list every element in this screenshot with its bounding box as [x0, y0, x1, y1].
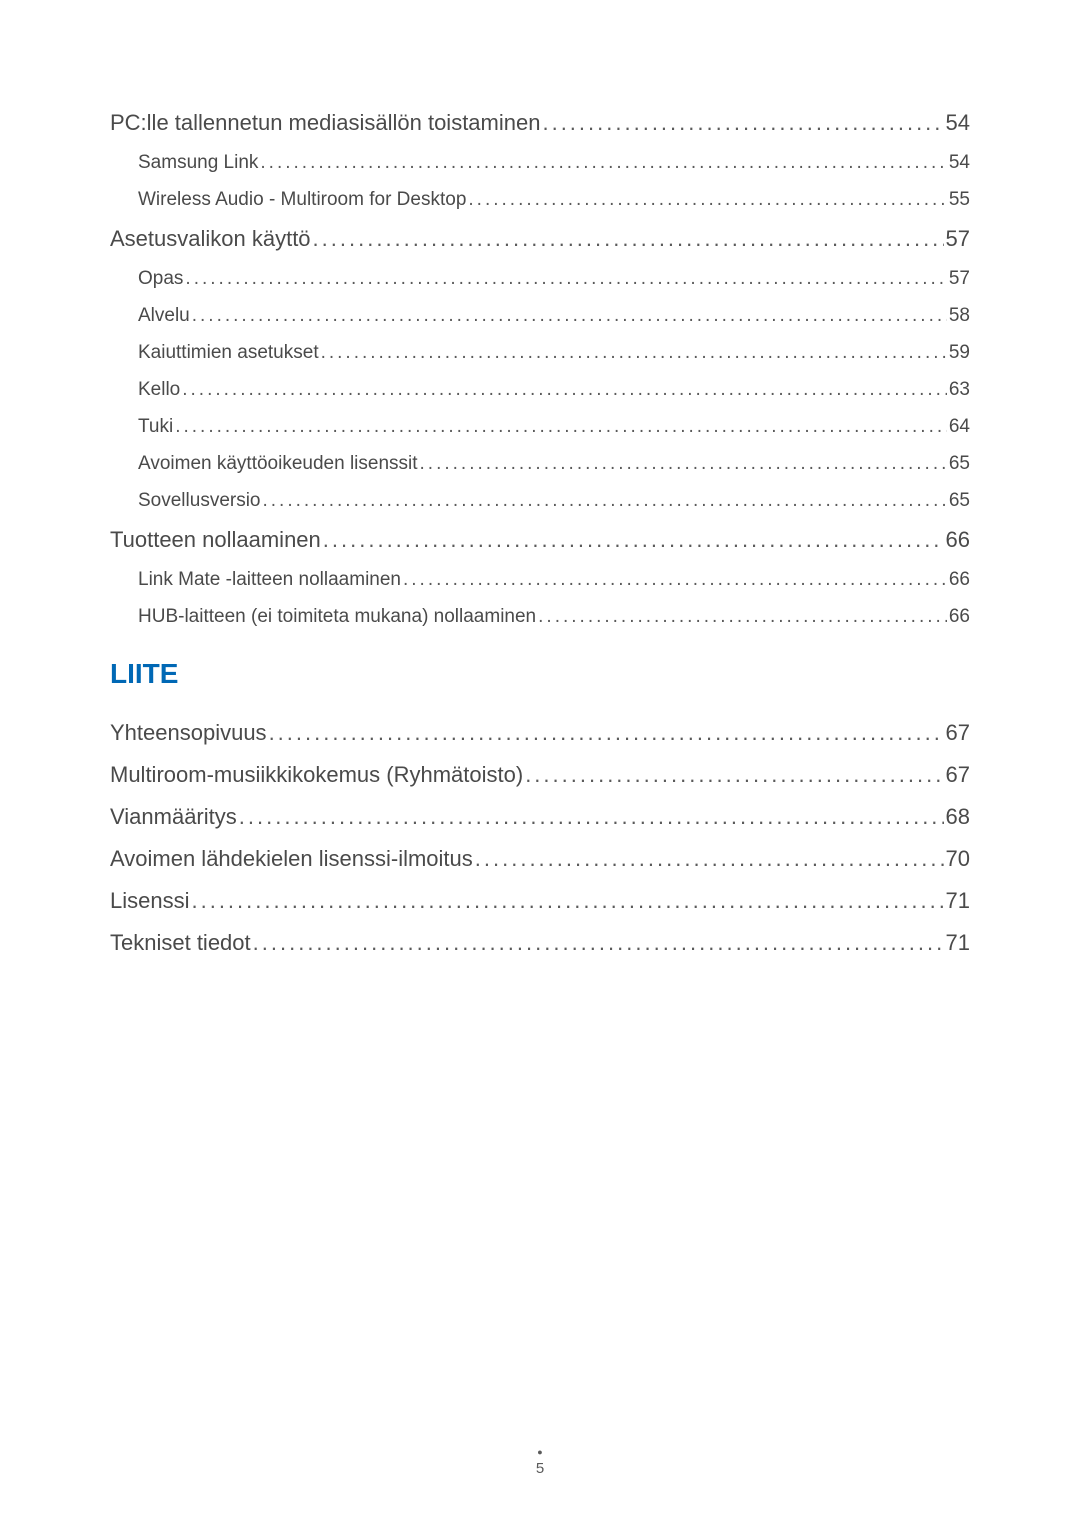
toc-leader-dots — [253, 930, 944, 956]
toc-leader-dots — [260, 152, 946, 174]
toc-section-1: PC:lle tallennetun mediasisällön toistam… — [110, 110, 970, 628]
toc-entry[interactable]: Multiroom-musiikkikokemus (Ryhmätoisto) 6… — [110, 762, 970, 788]
toc-leader-dots — [192, 305, 947, 327]
toc-entry[interactable]: Tekniset tiedot 71 — [110, 930, 970, 956]
toc-leader-dots — [542, 110, 943, 136]
toc-entry[interactable]: HUB-laitteen (ei toimiteta mukana) nolla… — [110, 606, 970, 628]
toc-entry-page: 67 — [946, 762, 970, 788]
toc-entry-page: 54 — [946, 110, 970, 136]
toc-entry-page: 64 — [949, 416, 970, 438]
toc-entry[interactable]: Kello 63 — [110, 379, 970, 401]
toc-entry[interactable]: Avoimen lähdekielen lisenssi-ilmoitus 70 — [110, 846, 970, 872]
toc-leader-dots — [525, 762, 943, 788]
toc-entry-label: Vianmääritys — [110, 804, 237, 830]
toc-entry[interactable]: Tuotteen nollaaminen 66 — [110, 527, 970, 553]
toc-entry-label: Link Mate -laitteen nollaaminen — [138, 569, 401, 591]
toc-leader-dots — [403, 569, 947, 591]
toc-leader-dots — [185, 268, 946, 290]
toc-entry[interactable]: Yhteensopivuus 67 — [110, 720, 970, 746]
toc-entry-page: 71 — [946, 930, 970, 956]
toc-entry-page: 71 — [946, 888, 970, 914]
toc-entry-page: 70 — [946, 846, 970, 872]
toc-entry-page: 66 — [949, 569, 970, 591]
page-number-dot: ● — [536, 1448, 544, 1457]
toc-entry-page: 63 — [949, 379, 970, 401]
toc-entry[interactable]: Lisenssi 71 — [110, 888, 970, 914]
toc-entry-label: Asetusvalikon käyttö — [110, 226, 311, 252]
toc-entry-label: Multiroom-musiikkikokemus (Ryhmätoisto) — [110, 762, 523, 788]
toc-entry[interactable]: Asetusvalikon käyttö 57 — [110, 226, 970, 252]
toc-leader-dots — [468, 189, 946, 211]
toc-leader-dots — [191, 888, 943, 914]
toc-entry-label: Avoimen käyttöoikeuden lisenssit — [138, 453, 418, 475]
toc-entry-label: Avoimen lähdekielen lisenssi-ilmoitus — [110, 846, 473, 872]
toc-entry-page: 68 — [946, 804, 970, 830]
toc-entry[interactable]: Tuki 64 — [110, 416, 970, 438]
toc-entry-page: 66 — [949, 606, 970, 628]
toc-leader-dots — [420, 453, 947, 475]
toc-leader-dots — [323, 527, 944, 553]
toc-entry[interactable]: Wireless Audio - Multiroom for Desktop 55 — [110, 189, 970, 211]
toc-entry[interactable]: Avoimen käyttöoikeuden lisenssit 65 — [110, 453, 970, 475]
toc-entry-page: 57 — [949, 268, 970, 290]
toc-entry-label: Tuotteen nollaaminen — [110, 527, 321, 553]
toc-entry-page: 65 — [949, 490, 970, 512]
toc-leader-dots — [475, 846, 944, 872]
toc-section-2: Yhteensopivuus67Multiroom-musiikkikokemu… — [110, 720, 970, 956]
toc-entry-page: 55 — [949, 189, 970, 211]
toc-entry-page: 67 — [946, 720, 970, 746]
toc-leader-dots — [269, 720, 944, 746]
toc-entry[interactable]: Kaiuttimien asetukset 59 — [110, 342, 970, 364]
toc-entry-page: 65 — [949, 453, 970, 475]
toc-entry-page: 58 — [949, 305, 970, 327]
section-heading-liite: LIITE — [110, 658, 970, 690]
toc-entry-label: PC:lle tallennetun mediasisällön toistam… — [110, 110, 540, 136]
toc-entry[interactable]: Vianmääritys 68 — [110, 804, 970, 830]
toc-entry-label: Opas — [138, 268, 183, 290]
toc-entry[interactable]: Sovellusversio 65 — [110, 490, 970, 512]
toc-leader-dots — [321, 342, 947, 364]
page-number: ● 5 — [536, 1448, 544, 1477]
toc-entry-page: 57 — [946, 226, 970, 252]
toc-entry[interactable]: Samsung Link 54 — [110, 152, 970, 174]
page-number-value: 5 — [536, 1460, 544, 1477]
toc-leader-dots — [538, 606, 947, 628]
toc-entry-label: HUB-laitteen (ei toimiteta mukana) nolla… — [138, 606, 536, 628]
toc-leader-dots — [175, 416, 947, 438]
toc-entry-label: Yhteensopivuus — [110, 720, 267, 746]
toc-entry-label: Samsung Link — [138, 152, 258, 174]
toc-entry-label: Kaiuttimien asetukset — [138, 342, 319, 364]
toc-leader-dots — [182, 379, 947, 401]
toc-entry-label: Alvelu — [138, 305, 190, 327]
toc-entry-label: Wireless Audio - Multiroom for Desktop — [138, 189, 466, 211]
toc-entry-label: Sovellusversio — [138, 490, 261, 512]
toc-entry[interactable]: Link Mate -laitteen nollaaminen 66 — [110, 569, 970, 591]
toc-entry-page: 66 — [946, 527, 970, 553]
toc-entry-label: Tekniset tiedot — [110, 930, 251, 956]
toc-entry[interactable]: PC:lle tallennetun mediasisällön toistam… — [110, 110, 970, 136]
toc-entry[interactable]: Alvelu 58 — [110, 305, 970, 327]
toc-leader-dots — [313, 226, 944, 252]
toc-entry-page: 59 — [949, 342, 970, 364]
toc-leader-dots — [239, 804, 944, 830]
toc-entry-page: 54 — [949, 152, 970, 174]
toc-entry-label: Lisenssi — [110, 888, 189, 914]
toc-entry-label: Tuki — [138, 416, 173, 438]
toc-entry[interactable]: Opas 57 — [110, 268, 970, 290]
toc-entry-label: Kello — [138, 379, 180, 401]
toc-leader-dots — [263, 490, 947, 512]
